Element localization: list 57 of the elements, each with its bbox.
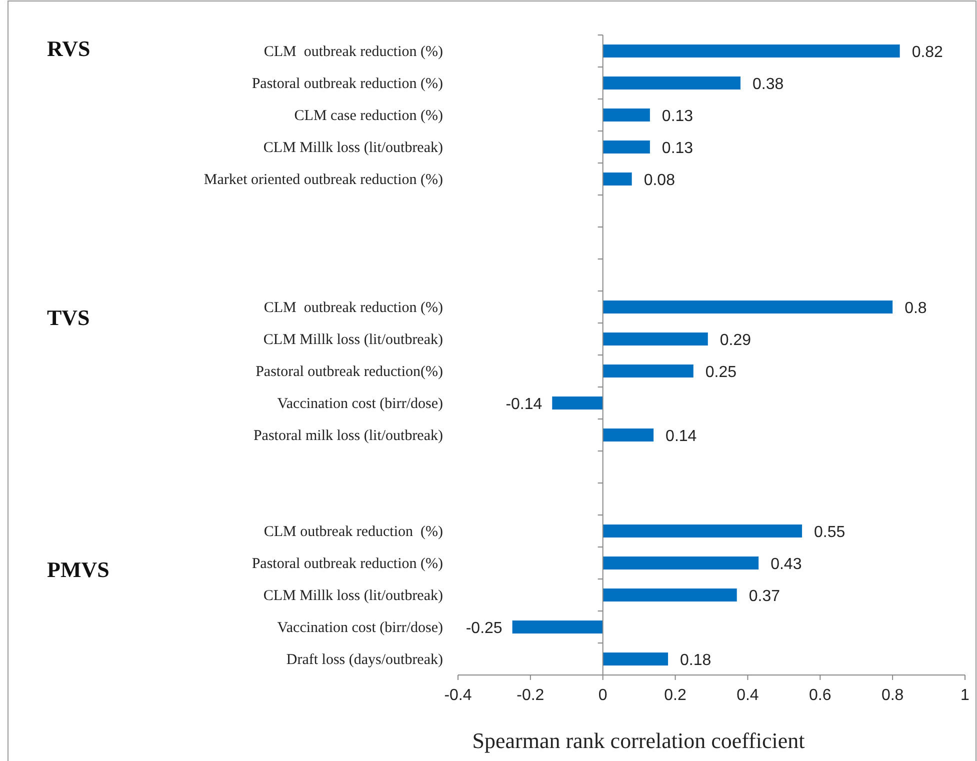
bar [602, 140, 650, 154]
y-tick-label: CLM Millk loss (lit/outbreak) [263, 140, 443, 156]
x-tick-label: 0.8 [881, 687, 904, 704]
y-tick-label: Pastoral milk loss (lit/outbreak) [253, 428, 443, 444]
data-label: 0.08 [644, 172, 676, 189]
bar [602, 76, 740, 90]
x-axis-title: Spearman rank correlation coefficient [472, 728, 805, 753]
bar [602, 364, 694, 378]
text: TVS [47, 305, 90, 330]
y-tick-label: CLM outbreak reduction (%) [264, 300, 443, 316]
bar [602, 428, 654, 442]
data-label: -0.25 [466, 620, 502, 637]
data-label: 0.82 [912, 44, 944, 61]
x-tick-label: 0 [598, 687, 608, 704]
y-tick-label: CLM Millk loss (lit/outbreak) [263, 588, 443, 604]
data-label: 0.38 [752, 76, 784, 93]
x-tick-label: 0.2 [664, 687, 687, 704]
data-label: 0.43 [770, 556, 802, 573]
data-label: 0.13 [662, 108, 694, 125]
y-tick-label: Pastoral outbreak reduction(%) [256, 364, 443, 380]
data-label: 0.18 [680, 652, 712, 669]
bar [602, 556, 759, 570]
y-tick-label: Vaccination cost (birr/dose) [277, 620, 443, 636]
text: PMVS [47, 557, 110, 582]
data-label: 0.25 [705, 364, 737, 381]
data-label: 0.55 [814, 524, 846, 541]
data-label: 0.37 [748, 588, 780, 605]
y-tick-label: CLM outbreak reduction (%) [264, 524, 443, 540]
bar [602, 300, 893, 314]
y-tick-label: CLM outbreak reduction (%) [264, 44, 443, 60]
y-tick-label: CLM Millk loss (lit/outbreak) [263, 332, 443, 348]
y-tick-label: Draft loss (days/outbreak) [286, 652, 443, 668]
bar [512, 620, 603, 634]
bar [602, 652, 668, 666]
bar [602, 524, 802, 538]
y-tick-label: CLM case reduction (%) [294, 108, 443, 124]
bar [602, 108, 650, 122]
x-tick-label: 0.4 [736, 687, 759, 704]
x-tick-label: 0.6 [809, 687, 832, 704]
y-tick-label: Pastoral outbreak reduction (%) [252, 76, 443, 92]
data-label: 0.13 [662, 140, 694, 157]
x-tick-label: -0.4 [444, 687, 472, 704]
bar [602, 44, 900, 58]
y-tick-label: Market oriented outbreak reduction (%) [204, 172, 443, 188]
text: RVS [47, 36, 90, 61]
bar [602, 588, 737, 602]
x-tick-label: -0.2 [516, 687, 544, 704]
bar [552, 396, 603, 410]
bar [602, 332, 708, 346]
bar [602, 172, 632, 186]
y-tick-label: Pastoral outbreak reduction (%) [252, 556, 443, 572]
data-label: -0.14 [506, 396, 542, 413]
x-tick-label: 1 [960, 687, 970, 704]
data-label: 0.29 [720, 332, 752, 349]
data-label: 0.8 [904, 300, 927, 317]
data-label: 0.14 [666, 428, 697, 445]
y-tick-label: Vaccination cost (birr/dose) [277, 396, 443, 412]
